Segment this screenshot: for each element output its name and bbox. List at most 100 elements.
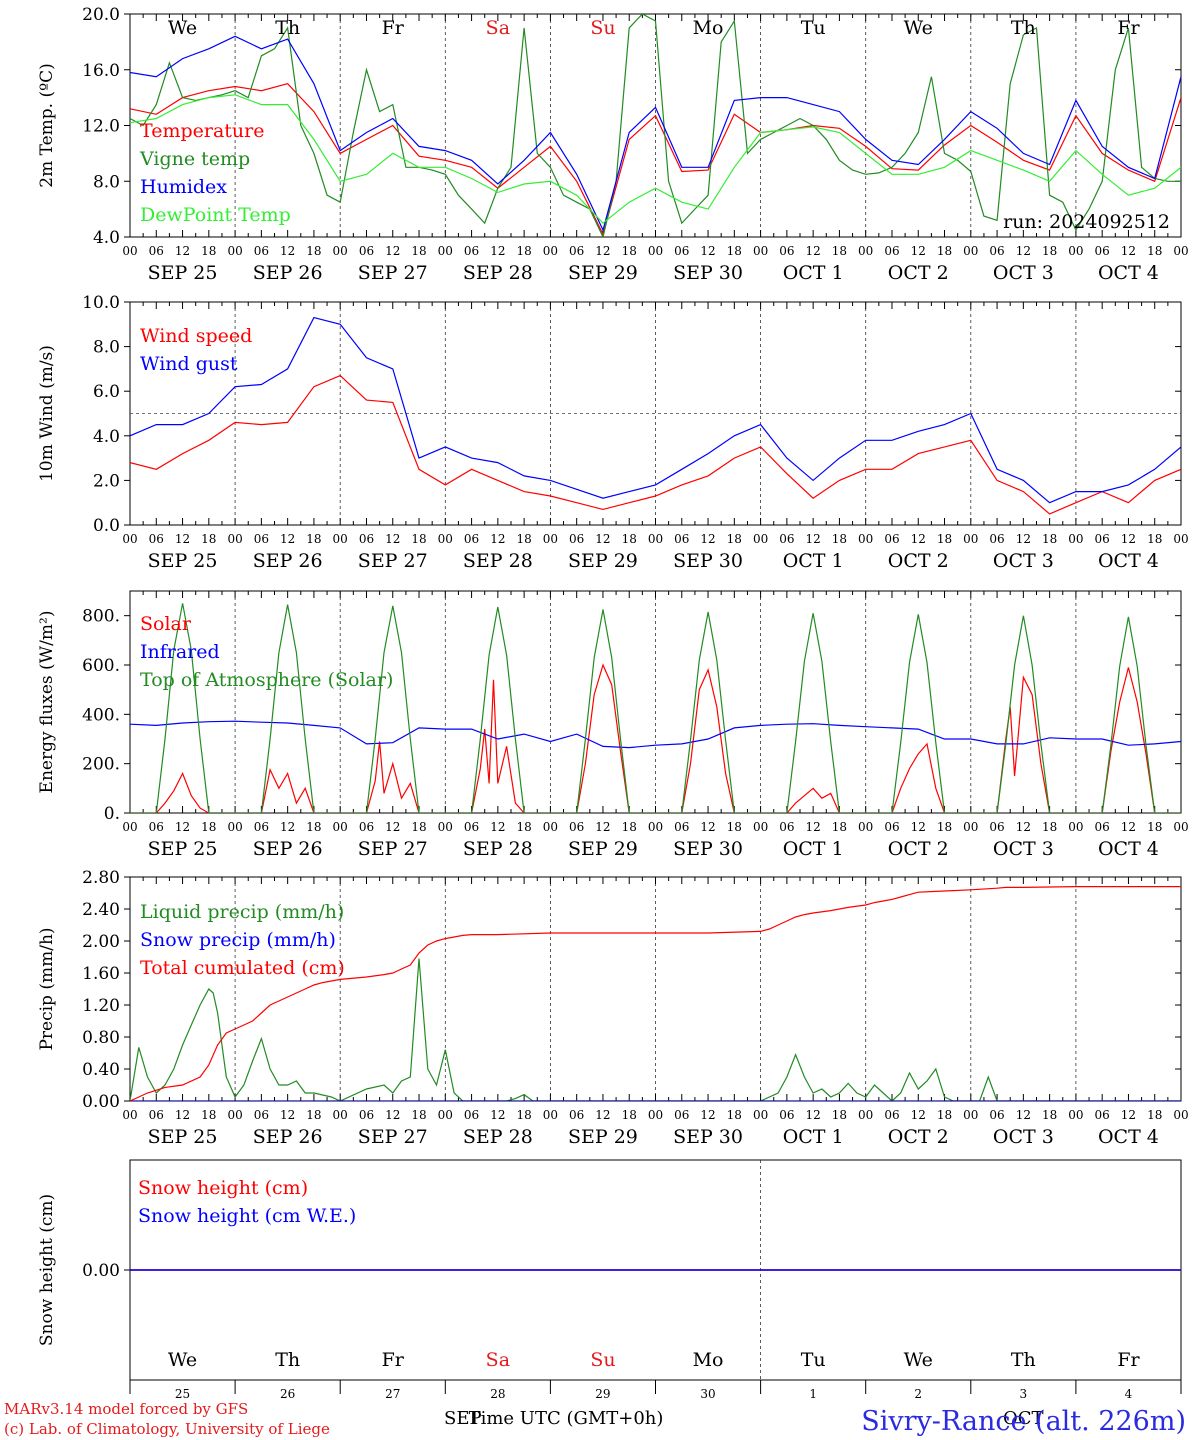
hour-tick-label: 18 [727,1108,742,1122]
hour-tick-label: 12 [175,820,190,834]
weekday-label-top: We [168,17,197,39]
hour-tick-label: 06 [674,820,689,834]
date-label: SEP 29 [568,262,638,284]
hour-tick-label: 00 [122,820,137,834]
hour-tick-label: 06 [149,532,164,546]
legend-entry: Snow height (cm W.E.) [138,1205,356,1227]
hour-tick-label: 12 [911,1108,926,1122]
date-label: SEP 27 [358,262,428,284]
hour-tick-label: 12 [490,1108,505,1122]
date-label: SEP 26 [253,838,323,860]
day-number: 4 [1125,1387,1133,1401]
legend-entry: Snow height (cm) [138,1177,308,1199]
day-number: 30 [700,1387,715,1401]
y-tick-label: 0.40 [82,1060,120,1080]
y-tick-label: 8.0 [93,172,120,192]
hour-tick-label: 18 [1147,1108,1162,1122]
date-label: OCT 4 [1098,1126,1159,1148]
hour-tick-label: 06 [884,532,899,546]
hour-tick-label: 18 [622,820,637,834]
hour-tick-label: 00 [1173,820,1188,834]
hour-tick-label: 18 [516,820,531,834]
hour-tick-label: 00 [963,244,978,258]
hour-tick-label: 00 [753,532,768,546]
hour-tick-label: 00 [227,244,242,258]
y-tick-label: 1.60 [82,964,120,984]
hour-tick-label: 18 [937,532,952,546]
hour-tick-label: 12 [806,820,821,834]
date-label: SEP 27 [358,1126,428,1148]
date-label: OCT 3 [993,550,1054,572]
hour-tick-label: 00 [1173,532,1188,546]
y-tick-label: 2.00 [82,932,120,952]
hour-tick-label: 12 [490,532,505,546]
hour-tick-label: 00 [543,820,558,834]
weekday-label-top: Th [1011,17,1036,39]
weekday-label-bottom: Th [275,1349,300,1371]
hour-tick-label: 06 [674,244,689,258]
hour-tick-label: 18 [1147,532,1162,546]
hour-tick-label: 18 [1147,244,1162,258]
y-axis-label: 10m Wind (m/s) [37,345,57,482]
hour-tick-label: 00 [333,244,348,258]
weekday-label-top: Fr [1117,17,1140,39]
hour-tick-label: 06 [779,820,794,834]
hour-tick-label: 06 [1095,820,1110,834]
hour-tick-label: 18 [1147,820,1162,834]
date-label: SEP 25 [148,1126,218,1148]
panel-temperature: 4.0 8.0 12.0 16.0 20.0 2m Temp. (ºC) 00 06 12 18 0… [37,5,1189,284]
y-tick-label: 0.0 [93,516,120,536]
hour-tick-label: 12 [1016,532,1031,546]
hour-tick-label: 18 [727,820,742,834]
series-precip-0 [130,958,1181,1101]
y-tick-label: 0.80 [82,1028,120,1048]
hour-tick-label: 12 [1121,244,1136,258]
date-label: OCT 3 [993,1126,1054,1148]
month-label: SEP [444,1408,482,1429]
weekday-label-bottom: Sa [486,1349,510,1371]
hour-tick-label: 00 [438,244,453,258]
date-label: OCT 2 [888,838,949,860]
hour-tick-label: 06 [989,244,1004,258]
hour-tick-label: 12 [175,244,190,258]
panel-energy: 0. 200. 400. 600. 800. Energy fluxes (W/m²) 00… [37,590,1189,860]
y-axis-label: 2m Temp. (ºC) [37,63,57,188]
y-tick-label: 10.0 [82,293,120,313]
hour-tick-label: 18 [516,532,531,546]
hour-tick-label: 06 [254,1108,269,1122]
hour-tick-label: 18 [1042,820,1057,834]
hour-tick-label: 00 [963,820,978,834]
weekday-label-bottom: Su [590,1349,615,1371]
hour-tick-label: 12 [595,820,610,834]
hour-tick-label: 18 [937,820,952,834]
hour-tick-label: 00 [753,820,768,834]
hour-tick-label: 12 [175,532,190,546]
y-tick-label: 0.00 [82,1261,120,1281]
hour-tick-label: 06 [779,1108,794,1122]
hour-tick-label: 12 [490,820,505,834]
hour-tick-label: 06 [989,820,1004,834]
day-number: 2 [914,1387,922,1401]
hour-tick-label: 06 [674,1108,689,1122]
date-label: SEP 25 [148,262,218,284]
hour-tick-label: 18 [306,820,321,834]
hour-tick-label: 00 [963,1108,978,1122]
weekday-label-bottom: Th [1011,1349,1036,1371]
weekday-label-top: Th [275,17,300,39]
hour-tick-label: 00 [963,532,978,546]
credit-line: (c) Lab. of Climatology, University of L… [4,1420,330,1438]
hour-tick-label: 18 [306,244,321,258]
hour-tick-label: 18 [201,532,216,546]
hour-tick-label: 12 [911,244,926,258]
y-tick-label: 20.0 [82,5,120,25]
y-tick-label: 200. [82,755,120,775]
hour-tick-label: 00 [438,820,453,834]
hour-tick-label: 06 [569,532,584,546]
weekday-label-top: We [904,17,933,39]
hour-tick-label: 12 [911,532,926,546]
date-label: OCT 1 [783,550,844,572]
y-axis-label: Precip (mm/h) [37,927,57,1050]
weekday-label-bottom: We [168,1349,197,1371]
hour-tick-label: 18 [832,820,847,834]
y-tick-label: 1.20 [82,996,120,1016]
